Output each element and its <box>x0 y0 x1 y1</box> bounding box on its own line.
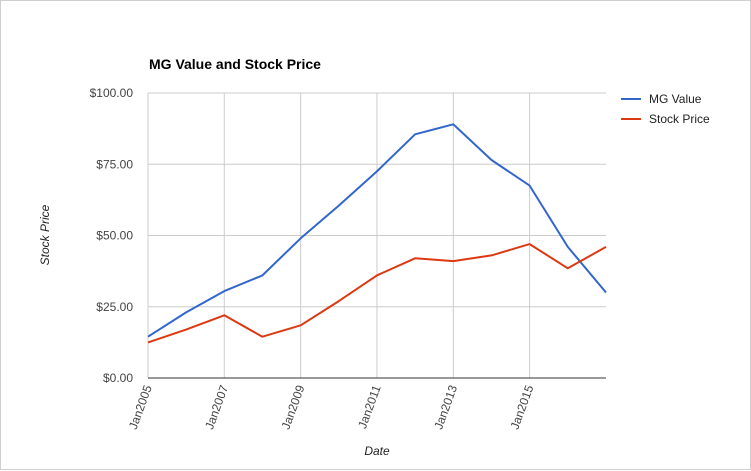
series-line-stock-price <box>147 243 607 344</box>
series-line-mg-value <box>147 123 607 338</box>
y-tick-label: $100.00 <box>90 86 134 100</box>
x-tick-label: Jan2007 <box>202 383 231 431</box>
chart-title: MG Value and Stock Price <box>149 56 321 72</box>
y-axis-ticks: $0.00 $25.00 $50.00 $75.00 $100.00 <box>90 86 134 385</box>
x-axis-title: Date <box>364 444 390 458</box>
x-tick-label: Jan2013 <box>431 383 460 431</box>
grid <box>147 92 606 378</box>
legend-label-stock-price: Stock Price <box>649 112 710 126</box>
y-tick-label: $0.00 <box>103 371 133 385</box>
y-tick-label: $75.00 <box>96 157 133 171</box>
legend: MG Value Stock Price <box>621 92 710 126</box>
x-tick-label: Jan2015 <box>508 383 537 431</box>
legend-label-mg-value: MG Value <box>649 92 702 106</box>
x-tick-label: Jan2011 <box>355 383 384 431</box>
x-tick-label: Jan2009 <box>279 383 308 431</box>
y-tick-label: $25.00 <box>96 300 133 314</box>
series-lines <box>147 123 607 344</box>
y-axis-title: Stock Price <box>38 204 52 265</box>
x-tick-label: Jan2005 <box>126 383 155 431</box>
x-axis-ticks: Jan2005 Jan2007 Jan2009 Jan2011 Jan2013 Jan20… <box>126 383 537 431</box>
y-tick-label: $50.00 <box>96 229 133 243</box>
